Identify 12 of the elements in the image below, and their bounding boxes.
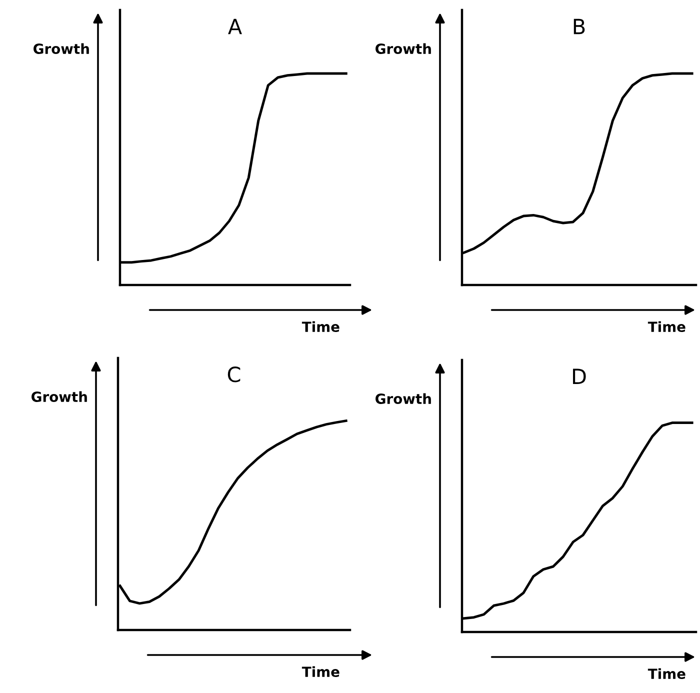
- y-axis-title: Growth: [376, 393, 431, 404]
- y-axis-title: Growth: [32, 391, 87, 402]
- x-axis-title: Time: [648, 668, 686, 680]
- y-axis-title: Growth: [34, 43, 89, 54]
- chart-title: A: [228, 18, 242, 34]
- chart-title: B: [574, 18, 585, 34]
- x-axis-title: Time: [302, 666, 340, 678]
- chart-title: C: [228, 366, 240, 382]
- chart-title: D: [573, 368, 586, 384]
- x-axis-title: Time: [302, 321, 340, 332]
- x-axis-title: Time: [648, 321, 686, 332]
- y-axis-title: Growth: [376, 43, 431, 54]
